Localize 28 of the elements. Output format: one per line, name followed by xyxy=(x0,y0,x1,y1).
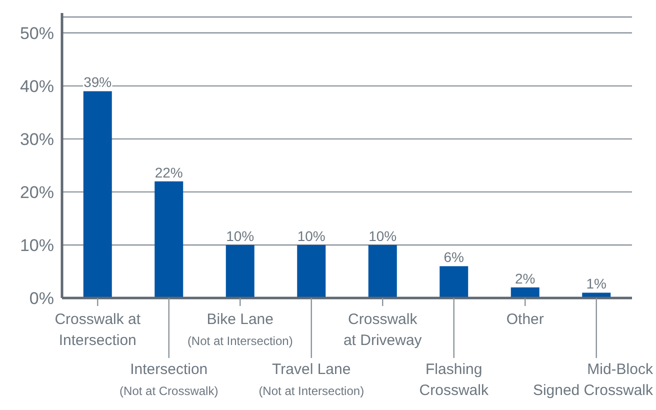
x-tick-label: Bike Lane (Not at Intersection) xyxy=(187,311,293,348)
y-tick-label: 0% xyxy=(29,288,54,308)
data-label: 10% xyxy=(226,228,254,244)
data-label: 10% xyxy=(368,228,397,244)
y-tick-label: 10% xyxy=(20,236,54,255)
bar xyxy=(440,266,468,298)
data-label: 6% xyxy=(444,249,464,266)
data-label: 22% xyxy=(154,164,183,180)
x-tick-label: Crosswalk at Driveway xyxy=(343,311,422,349)
x-tick-label: Flashing Crosswalk xyxy=(419,361,489,399)
data-label: 2% xyxy=(515,270,536,286)
bar xyxy=(154,181,184,298)
data-label: 1% xyxy=(586,276,606,292)
x-tick-label: Intersection (Not at Crosswalk) xyxy=(120,361,218,398)
x-tick-label: Other xyxy=(506,311,544,328)
bar xyxy=(510,287,540,298)
x-tick-label: Crosswalk at Intersection xyxy=(54,311,142,349)
bar xyxy=(297,244,326,298)
bar xyxy=(226,244,254,298)
bar xyxy=(83,91,112,298)
y-tick-label: 30% xyxy=(20,130,54,149)
bar xyxy=(368,244,397,298)
x-tick-label: Mid-Block Signed Crosswalk xyxy=(532,361,654,399)
y-tick-label: 50% xyxy=(20,24,54,43)
y-tick-label: 20% xyxy=(20,182,54,202)
data-label: 10% xyxy=(297,228,326,244)
x-tick-label: Travel Lane (Not at Intersection) xyxy=(258,361,364,398)
y-tick-label: 40% xyxy=(20,76,54,96)
